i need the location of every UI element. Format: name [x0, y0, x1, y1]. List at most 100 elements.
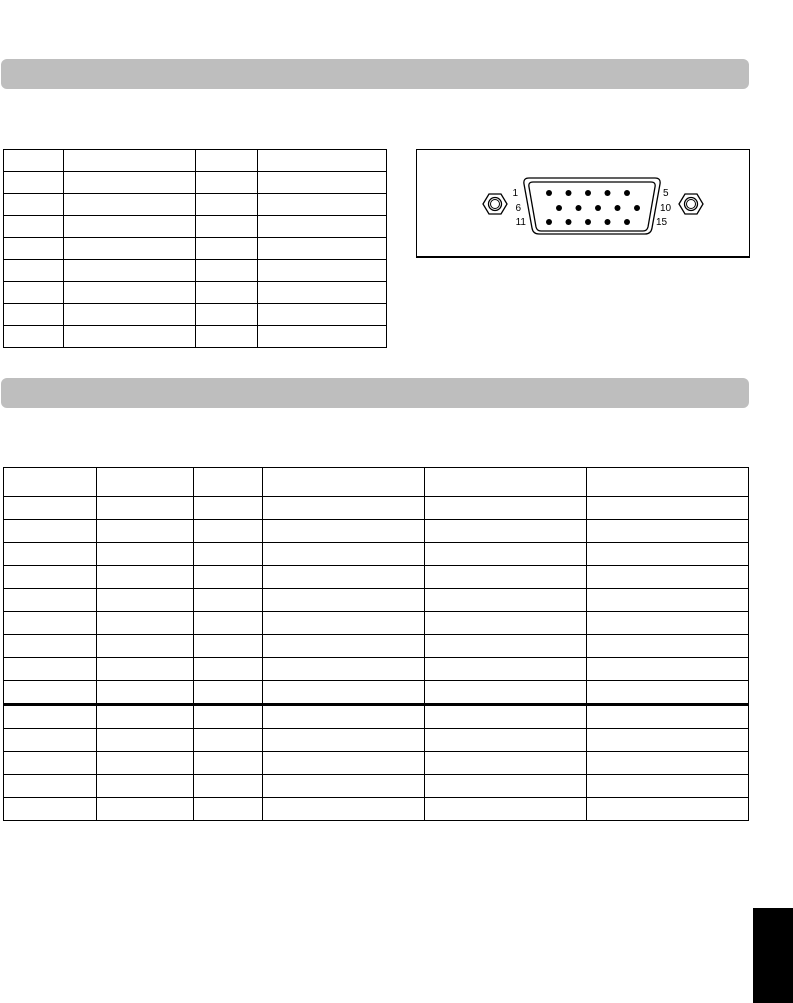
pin-dot [565, 219, 572, 225]
table-cell [3, 565, 97, 589]
table-row [3, 703, 749, 729]
table-cell [257, 303, 387, 326]
table-cell [95, 542, 194, 566]
table-cell [424, 797, 588, 821]
table-cell [3, 680, 97, 705]
table-cell [192, 588, 263, 612]
table-cell [586, 611, 749, 635]
table-cell [3, 611, 97, 635]
table-cell [257, 215, 387, 238]
table-row [3, 303, 387, 326]
table-cell [62, 259, 197, 282]
table-cell [424, 634, 588, 658]
pin-dot [595, 205, 601, 211]
table-cell [257, 237, 387, 260]
pin-dot [604, 190, 611, 196]
table-cell [261, 496, 426, 520]
pin-label-15: 15 [656, 217, 668, 228]
screw-left-icon [482, 193, 508, 215]
table-cell [3, 149, 64, 172]
table-cell [3, 797, 97, 821]
table-cell [3, 634, 97, 658]
table-cell [62, 193, 197, 216]
table-cell [424, 751, 588, 775]
table-row [3, 542, 749, 566]
chapter-tab [753, 908, 793, 1003]
table-row [3, 565, 749, 589]
table-cell [192, 467, 263, 497]
table-cell [192, 657, 263, 681]
table-cell [3, 281, 64, 304]
table-cell [586, 542, 749, 566]
connector-diagram: 1 6 11 5 10 15 [416, 149, 750, 258]
table-row [3, 496, 749, 520]
pin-dot [585, 190, 591, 196]
table-cell [261, 680, 426, 705]
table-row [3, 325, 387, 348]
pin-dot [604, 219, 611, 225]
table-cell [95, 496, 194, 520]
table-cell [257, 193, 387, 216]
pin-dot [614, 205, 621, 211]
table-cell [424, 728, 588, 752]
table-cell [3, 325, 64, 348]
table-row [3, 728, 749, 752]
table-row [3, 259, 387, 282]
screw-right-icon [678, 193, 704, 215]
table-cell [424, 657, 588, 681]
table-cell [424, 774, 588, 798]
table-cell [62, 325, 197, 348]
table-cell [95, 588, 194, 612]
table-cell [3, 751, 97, 775]
table-cell [261, 634, 426, 658]
section-header-bar-2 [1, 378, 749, 408]
table-cell [192, 680, 263, 705]
table-cell [3, 496, 97, 520]
table-cell [261, 542, 426, 566]
pin-dot [546, 190, 552, 196]
table-cell [257, 281, 387, 304]
table-cell [192, 634, 263, 658]
pin-label-10: 10 [660, 203, 672, 214]
table-cell [424, 467, 588, 497]
pin-dot [546, 219, 552, 225]
table-cell [3, 657, 97, 681]
table-cell [95, 680, 194, 705]
table-row [3, 193, 387, 216]
pin-label-6: 6 [515, 203, 521, 214]
table-cell [95, 519, 194, 543]
table-cell [192, 797, 263, 821]
pin-dot [634, 205, 640, 211]
table-cell [95, 611, 194, 635]
table-cell [261, 467, 426, 497]
table-cell [261, 519, 426, 543]
table-cell [261, 774, 426, 798]
table-cell [195, 281, 259, 304]
table-cell [192, 565, 263, 589]
pin-label-1: 1 [512, 188, 518, 199]
table-row [3, 237, 387, 260]
table-row [3, 281, 387, 304]
table-cell [3, 519, 97, 543]
pin-dot [556, 205, 562, 211]
table-row [3, 634, 749, 658]
table-cell [3, 467, 97, 497]
table-cell [3, 237, 64, 260]
table-cell [62, 171, 197, 194]
pin-label-11: 11 [516, 217, 527, 228]
pin-assignment-table [3, 149, 387, 348]
table-cell [3, 728, 97, 752]
table-cell [95, 634, 194, 658]
table-cell [586, 703, 749, 729]
table-cell [586, 774, 749, 798]
pin-dot [624, 219, 630, 225]
table-cell [95, 703, 194, 729]
table-row [3, 797, 749, 821]
table-cell [586, 728, 749, 752]
table-cell [195, 325, 259, 348]
table-cell [257, 149, 387, 172]
table-cell [192, 611, 263, 635]
table-cell [261, 657, 426, 681]
table-cell [586, 519, 749, 543]
table-row [3, 588, 749, 612]
